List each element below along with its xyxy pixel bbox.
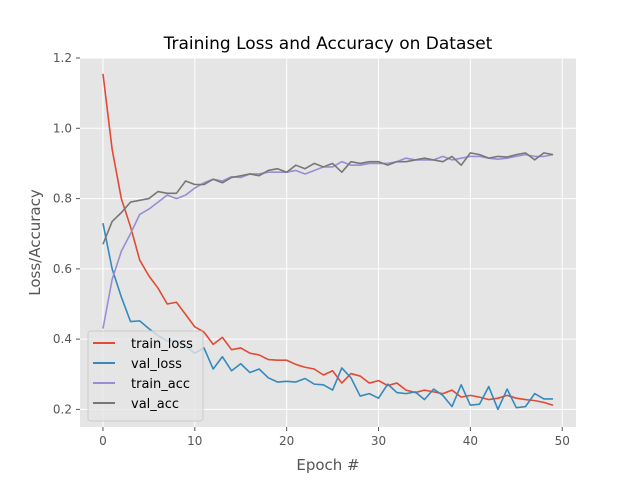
- chart-title: Training Loss and Accuracy on Dataset: [163, 34, 493, 54]
- y-tick-label: 0.6: [53, 262, 72, 276]
- legend-label-val-loss: val_loss: [131, 357, 182, 372]
- series-line-train-acc: [102, 153, 554, 329]
- y-axis-label: Loss/Accuracy: [26, 189, 44, 296]
- series-line-val-acc: [102, 152, 554, 245]
- legend-label-train-loss: train_loss: [131, 337, 193, 352]
- y-tick-label: 0.8: [53, 192, 72, 206]
- x-tick-label: 20: [279, 434, 294, 448]
- y-axis: 0.2 0.4 0.6 0.8 1.0 1.2: [53, 51, 80, 416]
- series-line-train-loss: [102, 73, 554, 406]
- legend-label-train-acc: train_acc: [131, 377, 190, 392]
- x-tick-label: 30: [371, 434, 386, 448]
- legend: train_loss val_loss train_acc val_acc: [87, 330, 204, 422]
- x-axis-label: Epoch #: [296, 456, 359, 474]
- x-tick-label: 0: [99, 434, 107, 448]
- y-tick-label: 1.0: [53, 121, 72, 135]
- legend-box: [87, 330, 204, 422]
- y-tick-label: 0.4: [53, 332, 72, 346]
- series-layer: [102, 73, 554, 411]
- y-tick-label: 1.2: [53, 51, 72, 65]
- legend-label-val-acc: val_acc: [131, 397, 179, 412]
- x-tick-label: 50: [555, 434, 570, 448]
- x-axis: 0 10 20 30 40 50: [99, 427, 570, 448]
- y-tick-label: 0.2: [53, 402, 72, 416]
- x-tick-label: 10: [187, 434, 202, 448]
- x-tick-label: 40: [463, 434, 478, 448]
